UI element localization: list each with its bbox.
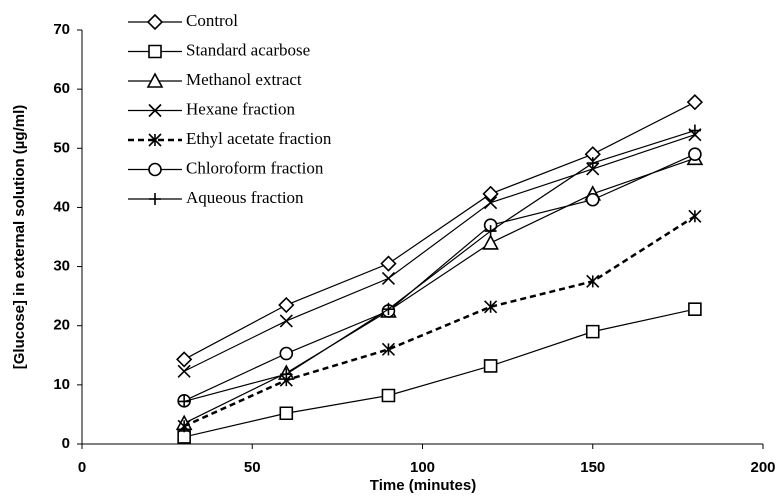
data-point xyxy=(381,342,396,356)
y-tick-label: 50 xyxy=(53,139,70,156)
series-line xyxy=(183,101,696,360)
x-tick-label: 50 xyxy=(244,459,261,476)
y-tick-label: 0 xyxy=(62,435,70,452)
legend-marker xyxy=(148,44,162,59)
x-tick-label: 200 xyxy=(750,459,775,476)
data-point xyxy=(586,274,600,288)
data-point xyxy=(178,395,191,408)
data-point xyxy=(278,296,295,314)
data-point xyxy=(382,303,395,316)
legend-marker xyxy=(149,193,161,205)
data-point xyxy=(280,368,293,381)
legend-marker xyxy=(146,72,164,88)
series-line xyxy=(183,134,696,372)
data-point xyxy=(177,430,191,444)
y-tick-label: 20 xyxy=(53,317,70,334)
data-point xyxy=(279,314,293,328)
x-tick-label: 0 xyxy=(78,459,86,476)
series-line xyxy=(184,308,696,438)
legend-marker xyxy=(146,13,164,31)
legend-label: Ethyl acetate fraction xyxy=(186,129,332,148)
legend-marker xyxy=(148,133,162,147)
legend-label: Standard acarbose xyxy=(186,40,310,59)
x-axis-label: Time (minutes) xyxy=(370,477,476,494)
data-point xyxy=(688,124,701,137)
legend-marker xyxy=(148,162,162,177)
data-point xyxy=(585,324,600,339)
legend-marker xyxy=(148,103,162,118)
legend-label: Chloroform fraction xyxy=(186,158,324,177)
x-tick-label: 150 xyxy=(580,459,605,476)
data-point xyxy=(484,300,498,314)
legend-label: Methanol extract xyxy=(186,70,302,89)
y-axis-label: [Glucose] in external solution (µg/ml) xyxy=(11,105,28,370)
series-line xyxy=(183,153,696,402)
legend-label: Hexane fraction xyxy=(186,99,296,118)
legend-label: Aqueous fraction xyxy=(186,188,304,207)
data-point xyxy=(482,185,499,202)
data-point xyxy=(688,147,702,161)
data-point xyxy=(686,94,704,111)
y-tick-label: 60 xyxy=(53,80,70,97)
series-line xyxy=(183,129,696,402)
y-tick-label: 70 xyxy=(53,21,70,38)
data-point xyxy=(586,157,599,170)
data-point xyxy=(380,255,397,272)
data-point xyxy=(381,271,396,285)
series-line xyxy=(183,215,696,428)
x-tick-label: 100 xyxy=(410,459,435,476)
data-point xyxy=(177,364,191,378)
data-point xyxy=(381,388,396,403)
data-point xyxy=(483,359,498,373)
data-point xyxy=(279,346,294,361)
data-point xyxy=(279,406,294,421)
data-point xyxy=(484,196,498,210)
data-point xyxy=(177,419,191,433)
data-point xyxy=(484,225,497,238)
data-point xyxy=(482,234,499,250)
y-tick-label: 30 xyxy=(53,258,70,275)
y-tick-label: 40 xyxy=(53,198,70,215)
data-point xyxy=(688,209,702,223)
data-point xyxy=(176,351,193,368)
data-point xyxy=(688,302,702,316)
y-tick-label: 10 xyxy=(53,376,70,393)
legend-label: Control xyxy=(186,11,238,30)
series-line xyxy=(183,157,696,424)
data-point xyxy=(585,192,600,207)
